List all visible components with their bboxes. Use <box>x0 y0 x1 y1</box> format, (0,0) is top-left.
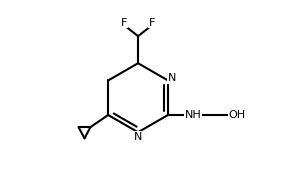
Text: F: F <box>149 17 155 27</box>
Text: N: N <box>134 132 142 142</box>
Text: NH: NH <box>185 110 201 120</box>
Text: N: N <box>168 73 176 83</box>
Text: F: F <box>121 17 127 27</box>
Text: OH: OH <box>229 110 246 120</box>
